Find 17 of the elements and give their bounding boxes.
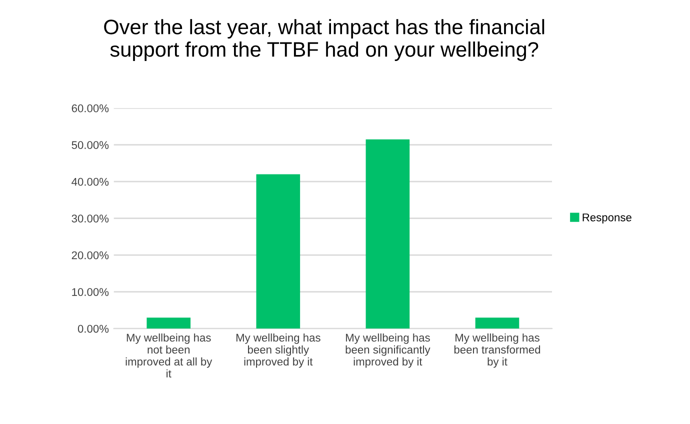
y-tick-label: 30.00% — [72, 214, 109, 222]
y-tick-label: 50.00% — [72, 141, 109, 149]
x-tick-label: My wellbeing has not been improved at all by it — [126, 333, 212, 378]
y-tick-label: 10.00% — [72, 288, 109, 296]
y-tick-label: 0.00% — [78, 324, 109, 333]
legend-label: Response — [582, 214, 632, 224]
x-tick-label: My wellbeing has been slightly improved by it — [236, 333, 320, 368]
bar — [146, 318, 191, 329]
bar — [475, 318, 520, 329]
x-tick-label: My wellbeing has been transformed by it — [454, 333, 540, 368]
chart-title: Over the last year, what impact has the financial support from the TTBF had on your wellbeing? — [104, 19, 544, 61]
bar — [256, 174, 300, 329]
y-tick-label: 40.00% — [72, 178, 109, 186]
bar — [366, 139, 410, 329]
y-tick-label: 20.00% — [72, 251, 109, 260]
x-tick-label: My wellbeing has been significantly improved by it — [346, 333, 430, 368]
y-tick-label: 60.00% — [72, 104, 109, 112]
